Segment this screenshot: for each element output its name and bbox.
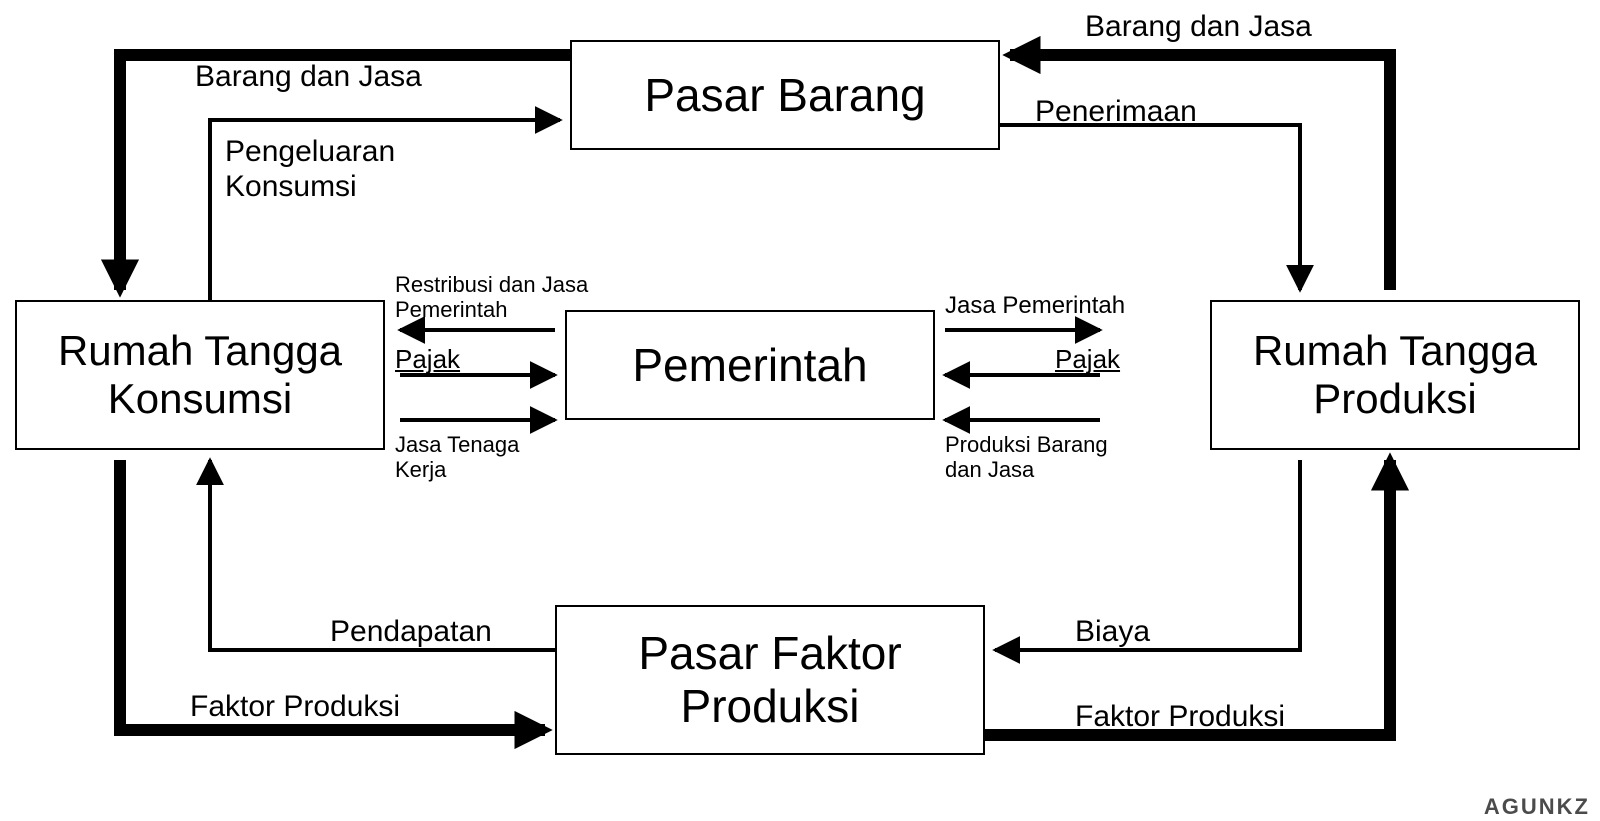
label-pajak-right: Pajak: [1055, 345, 1120, 375]
edge-barang-jasa-right: [1010, 55, 1390, 290]
node-pemerintah: Pemerintah: [565, 310, 935, 420]
label-restribusi: Restribusi dan Jasa Pemerintah: [395, 272, 588, 323]
node-pasar-barang: Pasar Barang: [570, 40, 1000, 150]
label-faktor-produksi-left: Faktor Produksi: [190, 690, 400, 725]
label-pengeluaran-konsumsi: Pengeluaran Konsumsi: [225, 135, 395, 204]
edge-penerimaan: [1000, 125, 1300, 290]
label-faktor-produksi-right: Faktor Produksi: [1075, 700, 1285, 735]
node-label: Pasar Barang: [644, 69, 925, 122]
node-rumah-konsumsi: Rumah Tangga Konsumsi: [15, 300, 385, 450]
node-label: Pasar Faktor Produksi: [557, 627, 983, 733]
label-biaya: Biaya: [1075, 615, 1150, 650]
label-jasa-tenaga: Jasa Tenaga Kerja: [395, 432, 519, 483]
label-jasa-pemerintah: Jasa Pemerintah: [945, 292, 1125, 320]
label-produksi-barang: Produksi Barang dan Jasa: [945, 432, 1108, 483]
node-rumah-produksi: Rumah Tangga Produksi: [1210, 300, 1580, 450]
node-label: Rumah Tangga Konsumsi: [17, 327, 383, 424]
label-pendapatan: Pendapatan: [330, 615, 492, 650]
node-pasar-faktor: Pasar Faktor Produksi: [555, 605, 985, 755]
label-penerimaan: Penerimaan: [1035, 95, 1197, 130]
watermark: AGUNKZ: [1484, 794, 1590, 819]
edge-faktor-produksi-right: [985, 460, 1390, 735]
label-barang-jasa-left: Barang dan Jasa: [195, 60, 422, 95]
node-label: Rumah Tangga Produksi: [1212, 327, 1578, 424]
diagram-stage: Pasar Barang Rumah Tangga Konsumsi Pemer…: [0, 0, 1600, 821]
label-pajak-left: Pajak: [395, 345, 460, 375]
label-barang-jasa-right: Barang dan Jasa: [1085, 10, 1312, 45]
node-label: Pemerintah: [632, 339, 867, 392]
